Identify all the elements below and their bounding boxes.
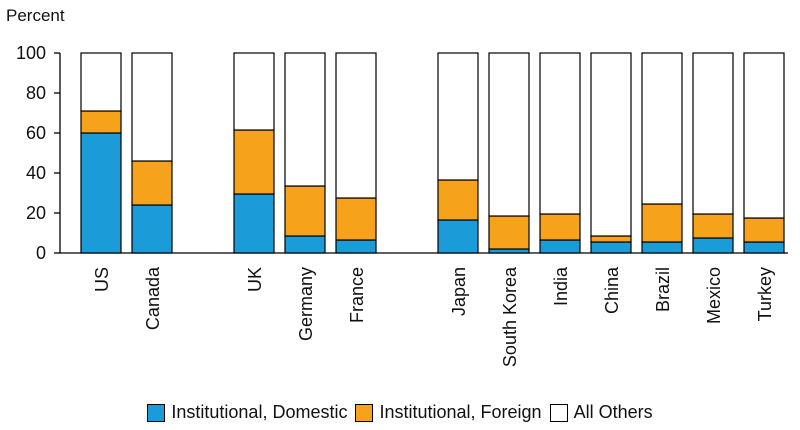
x-tick-label: Japan	[449, 267, 469, 316]
bar-segment-france-2	[335, 52, 377, 199]
x-tick-label: UK	[245, 267, 265, 292]
bar-segment-france-1	[335, 197, 377, 241]
bar-segment-south-korea-2	[488, 52, 530, 217]
bar-segment-canada-0	[131, 204, 173, 254]
bar-segment-china-0	[590, 241, 632, 254]
bar-segment-mexico-2	[692, 52, 734, 215]
y-axis-label: Percent	[6, 6, 65, 25]
bar-segment-brazil-0	[641, 241, 683, 254]
bar-segment-us-2	[80, 52, 122, 112]
legend-swatch-foreign	[355, 403, 374, 422]
bar-segment-india-2	[539, 52, 581, 215]
x-axis-labels: US Canada UK Germany France Japan South Korea I…	[92, 266, 775, 367]
bar-segment-india-0	[539, 239, 581, 254]
legend-item-others: All Others	[549, 402, 653, 423]
bar-segment-germany-0	[284, 235, 326, 254]
legend: Institutional, Domestic Institutional, F…	[0, 402, 800, 423]
legend-label-domestic: Institutional, Domestic	[171, 402, 348, 422]
legend-label-foreign: Institutional, Foreign	[379, 402, 542, 422]
x-tick-label: Canada	[143, 266, 163, 330]
bar-segment-japan-0	[437, 219, 479, 254]
x-tick-label: US	[92, 267, 112, 292]
x-tick-label: France	[347, 267, 367, 323]
x-tick-label: Brazil	[653, 267, 673, 312]
bar-segment-mexico-1	[692, 213, 734, 239]
y-tick-label: 80	[26, 83, 46, 103]
legend-item-domestic: Institutional, Domestic	[147, 402, 347, 423]
bar-segment-india-1	[539, 213, 581, 241]
bar-segment-canada-2	[131, 52, 173, 162]
bar-segment-china-1	[590, 235, 632, 243]
bar-segment-south-korea-0	[488, 248, 530, 254]
bar-segment-japan-2	[437, 52, 479, 181]
x-tick-label: Germany	[296, 267, 316, 341]
y-tick-label: 0	[36, 243, 46, 263]
bar-segment-turkey-2	[743, 52, 785, 219]
bar-segment-germany-2	[284, 52, 326, 187]
x-tick-label: Mexico	[704, 267, 724, 324]
bar-segment-us-0	[80, 132, 122, 254]
y-tick-label: 100	[16, 43, 46, 63]
bar-segment-turkey-1	[743, 217, 785, 243]
x-tick-label: South Korea	[500, 266, 520, 367]
bar-segment-germany-1	[284, 185, 326, 237]
stacked-bar-chart: 0 20 40 60 80 100 US Canada UK Germany France Japa…	[16, 43, 788, 367]
x-tick-label: India	[551, 266, 571, 306]
bar-segment-uk-1	[233, 129, 275, 195]
bar-segment-uk-2	[233, 52, 275, 131]
y-tick-label: 20	[26, 203, 46, 223]
legend-swatch-domestic	[147, 403, 166, 422]
legend-item-foreign: Institutional, Foreign	[355, 402, 542, 423]
bar-segment-china-2	[590, 52, 632, 237]
legend-label-others: All Others	[573, 402, 653, 422]
legend-swatch-others	[549, 403, 568, 422]
bar-segment-south-korea-1	[488, 215, 530, 250]
x-tick-label: Turkey	[755, 267, 775, 321]
y-tick-label: 40	[26, 163, 46, 183]
bar-segment-turkey-0	[743, 241, 785, 254]
bar-segment-france-0	[335, 239, 377, 254]
x-tick-label: China	[602, 266, 622, 314]
bar-segment-us-1	[80, 110, 122, 134]
bar-segment-brazil-1	[641, 203, 683, 243]
bar-segment-uk-0	[233, 193, 275, 254]
bar-segment-japan-1	[437, 179, 479, 221]
bar-segment-mexico-0	[692, 237, 734, 254]
bar-segment-brazil-2	[641, 52, 683, 205]
y-tick-label: 60	[26, 123, 46, 143]
bar-segment-canada-1	[131, 160, 173, 206]
bars	[80, 52, 785, 254]
